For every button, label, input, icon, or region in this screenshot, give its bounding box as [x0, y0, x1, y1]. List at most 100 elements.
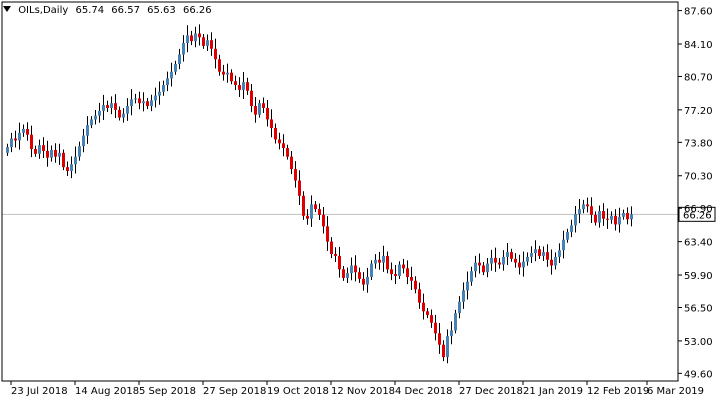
candle	[378, 251, 381, 270]
candle	[138, 91, 141, 110]
candle-body	[98, 110, 101, 116]
candle	[318, 203, 321, 220]
candle	[66, 161, 69, 177]
dropdown-triangle-icon[interactable]	[3, 6, 11, 12]
candle-body	[154, 95, 157, 101]
candle	[430, 309, 433, 328]
candle-body	[110, 103, 113, 108]
candle	[498, 258, 501, 269]
candle-body	[526, 256, 529, 262]
candle	[482, 262, 485, 276]
candle-body	[34, 149, 37, 154]
candle-body	[442, 344, 445, 358]
candle	[158, 81, 161, 105]
candle	[50, 145, 53, 162]
candle-body	[438, 333, 441, 345]
candle-body	[374, 259, 377, 264]
candle	[86, 116, 89, 144]
candle	[18, 122, 21, 150]
candle-body	[126, 106, 129, 114]
candle	[274, 123, 277, 144]
candle	[42, 137, 45, 159]
candle-body	[30, 134, 33, 150]
candle-body	[330, 241, 333, 255]
candle	[242, 71, 245, 100]
candle	[594, 211, 597, 226]
candle	[146, 97, 149, 110]
candle	[98, 102, 101, 123]
candle	[298, 170, 301, 205]
candle-body	[446, 336, 449, 358]
candle-body	[90, 119, 93, 126]
candle-body	[510, 252, 513, 259]
candle-body	[286, 148, 289, 157]
candle-body	[502, 256, 505, 265]
candle	[290, 151, 293, 175]
candle-body	[458, 301, 461, 314]
candle-body	[210, 40, 213, 49]
candle-body	[362, 278, 365, 285]
candle	[250, 84, 253, 113]
candle-body	[630, 214, 633, 220]
candle	[202, 33, 205, 49]
candle	[418, 282, 421, 309]
candle	[522, 251, 525, 277]
candle-body	[130, 99, 133, 107]
current-price-label: 66.26	[683, 210, 712, 221]
candle-body	[422, 302, 425, 312]
candle	[606, 208, 609, 229]
y-tick-label: 63.40	[684, 238, 713, 249]
candle-body	[402, 264, 405, 269]
candle	[226, 63, 229, 83]
candle-body	[278, 139, 281, 144]
candle	[70, 156, 73, 179]
candle	[294, 161, 297, 188]
candle	[90, 116, 93, 129]
candle	[230, 69, 233, 85]
candle	[526, 252, 529, 266]
candle-body	[54, 149, 57, 157]
candle-body	[22, 128, 25, 133]
candle	[62, 149, 65, 171]
candle-body	[178, 54, 181, 65]
y-tick-label: 73.80	[684, 138, 713, 149]
candle-body	[518, 262, 521, 268]
candle-body	[270, 119, 273, 129]
candle-body	[462, 290, 465, 302]
candle-body	[434, 322, 437, 334]
chart-title: OILs,Daily 65.74 66.57 65.63 66.26	[3, 4, 216, 18]
candle-body	[618, 216, 621, 225]
candle-body	[206, 40, 209, 46]
candle	[258, 99, 261, 118]
candle-body	[150, 100, 153, 107]
candle-body	[106, 105, 109, 108]
candle	[94, 109, 97, 125]
candle	[410, 266, 413, 290]
candle-body	[290, 156, 293, 170]
candle-body	[6, 147, 9, 153]
candle-body	[538, 249, 541, 256]
symbol-label: OILs,Daily	[18, 5, 69, 16]
candle-body	[494, 257, 497, 263]
candle	[238, 77, 241, 97]
candle-body	[306, 215, 309, 219]
candle-body	[62, 152, 65, 168]
candle	[454, 309, 457, 334]
candle-body	[66, 167, 69, 171]
candle-body	[594, 214, 597, 223]
candle-body	[506, 252, 509, 257]
candle	[478, 253, 481, 274]
candle	[402, 258, 405, 274]
candle-body	[170, 71, 173, 79]
current-price-badge	[678, 206, 716, 222]
candle-body	[118, 109, 121, 118]
candle-body	[478, 262, 481, 266]
candle-body	[558, 250, 561, 257]
candle-body	[522, 261, 525, 268]
candle-body	[322, 214, 325, 227]
candle-body	[246, 82, 249, 91]
candle-body	[38, 145, 41, 154]
candle	[350, 257, 353, 281]
